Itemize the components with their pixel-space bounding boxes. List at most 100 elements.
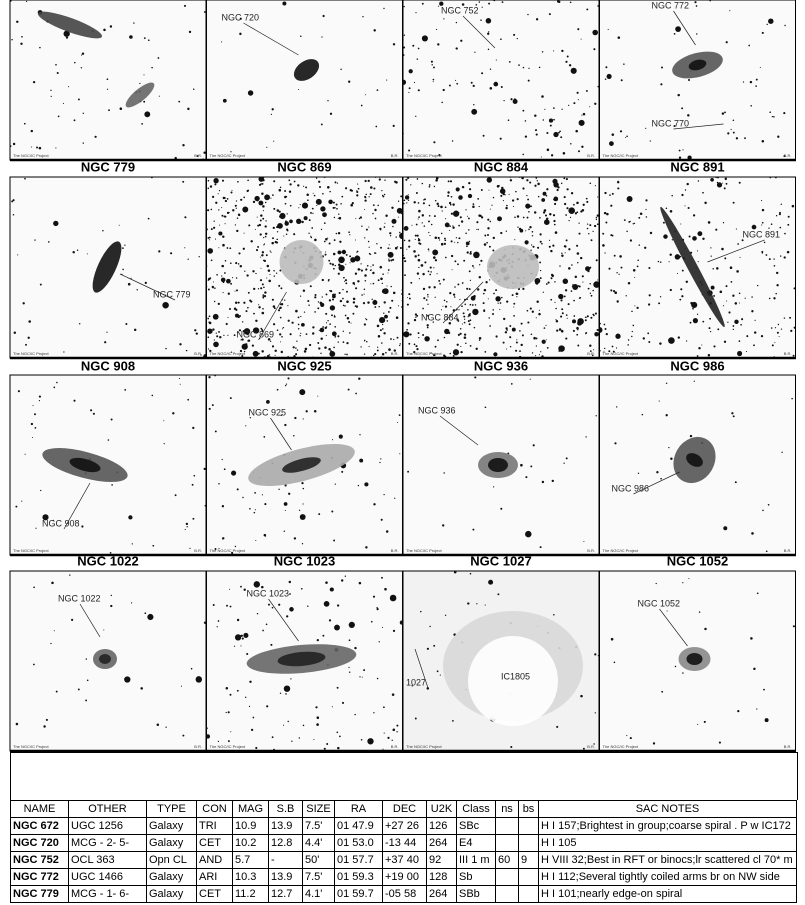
star — [484, 604, 486, 606]
star — [429, 273, 432, 276]
star — [665, 382, 668, 385]
star — [590, 294, 593, 297]
star — [766, 23, 768, 26]
star — [211, 404, 214, 407]
star — [310, 211, 312, 214]
star — [734, 319, 739, 325]
star — [383, 312, 385, 314]
star — [414, 238, 416, 240]
star — [374, 306, 377, 308]
star — [500, 231, 503, 235]
star — [243, 301, 246, 304]
star — [671, 239, 674, 241]
star — [73, 119, 76, 122]
star — [465, 241, 470, 246]
star — [233, 307, 237, 310]
star — [488, 317, 490, 319]
leader-line — [462, 15, 496, 49]
star — [473, 267, 475, 269]
star — [500, 194, 503, 197]
star — [221, 179, 225, 182]
star — [739, 256, 741, 258]
star — [453, 296, 456, 298]
table-cell: 264 — [426, 834, 457, 852]
star — [780, 203, 783, 206]
star — [485, 281, 488, 284]
star — [482, 292, 485, 295]
star — [31, 146, 33, 148]
star — [377, 346, 379, 348]
star — [488, 2, 491, 5]
star — [226, 604, 228, 607]
table-cell: 9 — [518, 851, 539, 869]
star — [529, 225, 532, 229]
star — [572, 329, 575, 332]
star — [744, 137, 746, 140]
star — [309, 285, 312, 288]
star — [224, 260, 227, 262]
star — [284, 195, 287, 199]
star — [370, 266, 372, 268]
star — [418, 216, 420, 218]
star — [305, 410, 308, 413]
star — [475, 347, 478, 350]
star — [448, 331, 451, 335]
star — [669, 253, 672, 256]
star — [313, 194, 316, 197]
star — [165, 726, 167, 728]
star — [489, 87, 493, 90]
column-header: TYPE — [146, 800, 197, 818]
star — [704, 201, 707, 205]
star — [709, 330, 712, 333]
star — [586, 316, 588, 318]
star — [432, 249, 439, 256]
star — [257, 224, 260, 227]
star — [109, 25, 113, 28]
star — [717, 328, 720, 331]
star — [216, 335, 219, 338]
star — [239, 32, 242, 36]
star — [556, 329, 559, 332]
star — [589, 282, 591, 285]
star — [555, 319, 557, 321]
star — [554, 281, 556, 283]
star — [509, 177, 511, 178]
star — [221, 275, 223, 277]
star — [298, 207, 300, 209]
star — [264, 225, 267, 228]
star — [263, 244, 265, 246]
star — [715, 228, 718, 231]
star — [674, 254, 681, 260]
star — [82, 112, 84, 114]
star — [316, 723, 319, 726]
star — [541, 480, 545, 484]
star — [567, 303, 570, 306]
star — [783, 112, 786, 115]
star — [503, 317, 506, 321]
column-header: ns — [495, 800, 519, 818]
star — [261, 585, 264, 589]
table-cell: CET — [196, 834, 233, 852]
star — [312, 326, 315, 329]
object-label: NGC 925 — [249, 407, 287, 417]
star — [716, 267, 719, 270]
star — [376, 89, 379, 91]
star — [321, 36, 323, 38]
star — [585, 331, 588, 334]
star — [585, 197, 588, 200]
star — [354, 284, 356, 286]
table-cell: Galaxy — [146, 834, 197, 852]
star — [266, 400, 270, 404]
star — [320, 337, 323, 340]
star — [260, 327, 263, 330]
star — [620, 266, 623, 269]
star — [539, 240, 542, 243]
star — [323, 208, 325, 211]
star — [452, 203, 455, 206]
star — [428, 231, 430, 234]
star — [571, 285, 574, 287]
star — [597, 85, 599, 88]
star — [771, 115, 774, 118]
star — [380, 458, 382, 460]
star — [356, 255, 358, 257]
